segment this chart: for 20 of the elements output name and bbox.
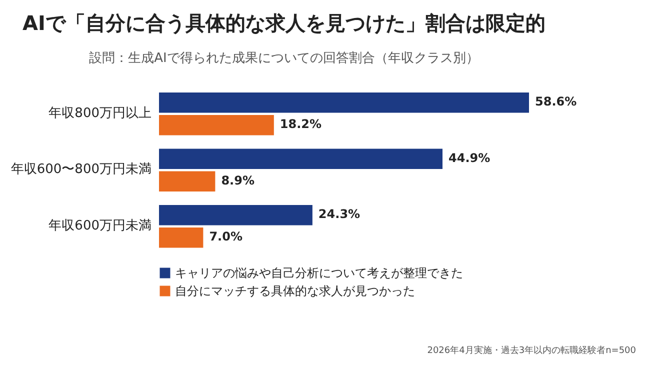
legend-label: キャリアの悩みや自己分析について考えが整理できた [175,266,463,280]
text: 2026年4月実施・過去3年以内の転職経験者n=500 [427,344,636,357]
y-tick-label: 年収600万円未満 [48,218,152,234]
chart-title: AIで「自分に合う具体的な求人を見つけた」割合は限定的 [22,11,546,35]
legend-label: 自分にマッチする具体的な求人が見つかった [175,284,415,298]
y-tick-label: 年収800万円以上 [48,106,152,121]
bar [159,205,312,226]
data-label: 44.9% [448,150,490,165]
data-label: 7.0% [209,230,242,244]
bar [159,148,442,169]
bar [159,115,274,136]
data-label: 8.9% [221,173,254,188]
chart-subtitle: 設問：生成AIで得られた成果についての回答割合（年収クラス別） [89,51,479,66]
data-label: 18.2% [280,117,322,131]
bar [159,171,216,192]
y-tick-label: 年収600〜800万円未満 [10,162,152,177]
bar [159,228,204,248]
bar [159,92,529,113]
data-label: 24.3% [318,207,360,221]
data-label: 58.6% [535,94,577,108]
